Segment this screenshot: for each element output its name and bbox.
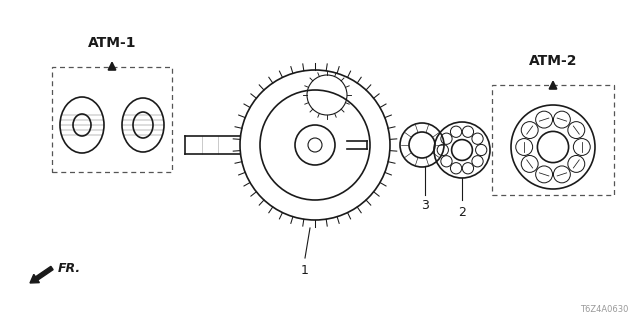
Text: T6Z4A0630: T6Z4A0630 [580,305,628,314]
Bar [52,67,172,172]
Text: ATM-2: ATM-2 [529,54,577,68]
Text: 3: 3 [421,199,429,212]
Text: FR.: FR. [58,261,81,275]
Text: 2: 2 [458,206,466,219]
Text: 1: 1 [301,264,309,277]
Bar [492,85,614,195]
Text: ATM-1: ATM-1 [88,36,136,50]
FancyArrow shape [30,266,53,283]
